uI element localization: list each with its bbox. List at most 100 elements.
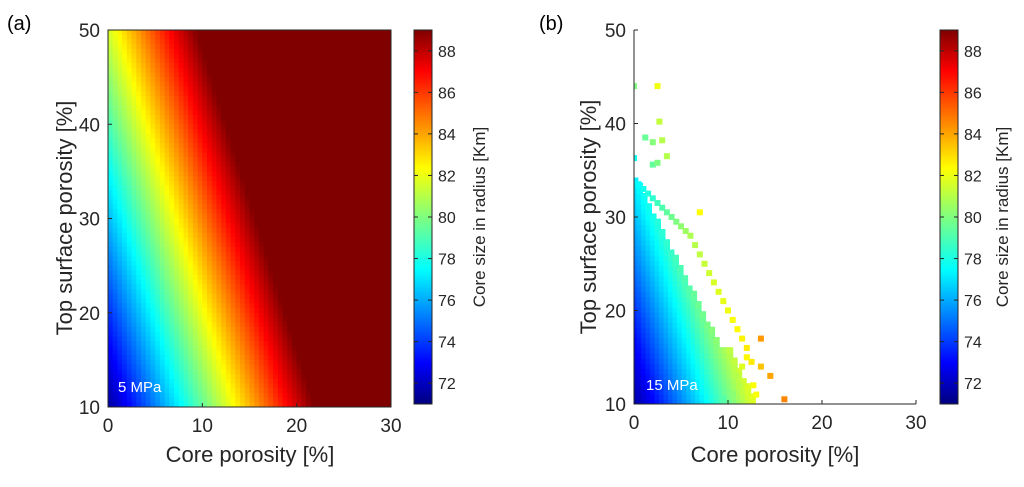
heatmap-cell [117, 246, 123, 253]
heatmap-cell [334, 251, 340, 257]
heatmap-cell [263, 39, 269, 45]
heatmap-cell [249, 48, 255, 55]
heatmap-cell [207, 44, 213, 50]
heatmap-cell [225, 312, 232, 319]
heatmap-cell [244, 359, 251, 366]
heatmap-cell [221, 44, 227, 50]
heatmap-cell [192, 345, 199, 352]
heatmap-cell [386, 237, 391, 243]
heatmap-cell [386, 298, 391, 304]
heatmap-cell [197, 289, 203, 295]
heatmap-cell [188, 213, 194, 220]
heatmap-cell [357, 317, 364, 323]
heatmap-cell [357, 383, 364, 389]
heatmap-cell [178, 251, 185, 257]
heatmap-cell [372, 72, 378, 78]
heatmap-cell [235, 312, 241, 319]
heatmap-cell [174, 44, 180, 50]
heatmap-cell [320, 72, 326, 78]
heatmap-cell [381, 237, 387, 243]
heatmap-cell [329, 237, 335, 243]
heatmap-cell [329, 114, 335, 121]
heatmap-cell [315, 298, 321, 304]
heatmap-cell [141, 397, 147, 403]
heatmap-cell [169, 298, 175, 304]
heatmap-cell [320, 100, 326, 106]
heatmap-cell [126, 364, 133, 370]
heatmap-cell [282, 204, 288, 210]
heatmap-cell [159, 350, 166, 356]
heatmap-cell [136, 171, 142, 177]
heatmap-cell [192, 176, 199, 182]
heatmap-cell [310, 298, 317, 304]
heatmap-cell [367, 308, 373, 314]
heatmap-cell [192, 147, 199, 154]
heatmap-cell [183, 402, 189, 407]
heatmap-cell [315, 378, 321, 385]
heatmap-cell [169, 397, 175, 403]
heatmap-cell [117, 341, 123, 347]
heatmap-cell [117, 209, 123, 215]
heatmap-cell [240, 171, 246, 177]
heatmap-cell [235, 77, 241, 83]
heatmap-cell [164, 303, 170, 309]
heatmap-cell [136, 260, 142, 267]
heatmap-cell [254, 39, 260, 45]
heatmap-cell [150, 81, 156, 88]
heatmap-cell [150, 161, 156, 168]
heatmap-cell [310, 77, 317, 83]
heatmap-cell [207, 91, 213, 97]
scatter-point [722, 378, 729, 385]
heatmap-cell [192, 218, 199, 224]
heatmap-cell [367, 355, 373, 361]
heatmap-cell [324, 260, 331, 267]
heatmap-cell [324, 317, 331, 323]
heatmap-cell [211, 91, 218, 97]
heatmap-cell [240, 100, 246, 106]
heatmap-cell [367, 62, 373, 69]
heatmap-cell [324, 246, 331, 253]
heatmap-cell [348, 77, 354, 83]
heatmap-cell [136, 359, 142, 366]
heatmap-cell [221, 227, 227, 234]
heatmap-cell [108, 256, 114, 262]
heatmap-cell [145, 199, 152, 205]
heatmap-cell [324, 171, 331, 177]
heatmap-cell [386, 293, 391, 300]
heatmap-cell [240, 223, 246, 229]
heatmap-cell [386, 114, 391, 121]
heatmap-cell [155, 388, 161, 394]
heatmap-cell [287, 303, 293, 309]
heatmap-cell [381, 350, 387, 356]
heatmap-cell [244, 364, 251, 370]
scatter-point [645, 393, 652, 400]
heatmap-cell [268, 161, 274, 168]
heatmap-cell [141, 256, 147, 262]
heatmap-cell [306, 30, 312, 36]
heatmap-cell [145, 359, 152, 366]
heatmap-cell [291, 39, 298, 45]
heatmap-cell [136, 86, 142, 92]
heatmap-cell [136, 227, 142, 234]
heatmap-cell [188, 81, 194, 88]
heatmap-cell [273, 213, 279, 220]
heatmap-cell [339, 176, 345, 182]
heatmap-cell [221, 39, 227, 45]
scatter-point [636, 372, 643, 380]
heatmap-cell [296, 369, 302, 375]
heatmap-cell [376, 279, 383, 286]
heatmap-cell [254, 265, 260, 271]
heatmap-cell [108, 317, 114, 323]
heatmap-cell [188, 237, 194, 243]
heatmap-cell [348, 209, 354, 215]
heatmap-cell [324, 213, 331, 220]
heatmap-cell [381, 383, 387, 389]
heatmap-cell [183, 171, 189, 177]
heatmap-cell [197, 34, 203, 41]
heatmap-cell [216, 58, 222, 64]
heatmap-cell [249, 402, 255, 407]
heatmap-cell [197, 44, 203, 50]
heatmap-cell [282, 72, 288, 78]
heatmap-cell [334, 312, 340, 319]
heatmap-cell [277, 194, 284, 201]
